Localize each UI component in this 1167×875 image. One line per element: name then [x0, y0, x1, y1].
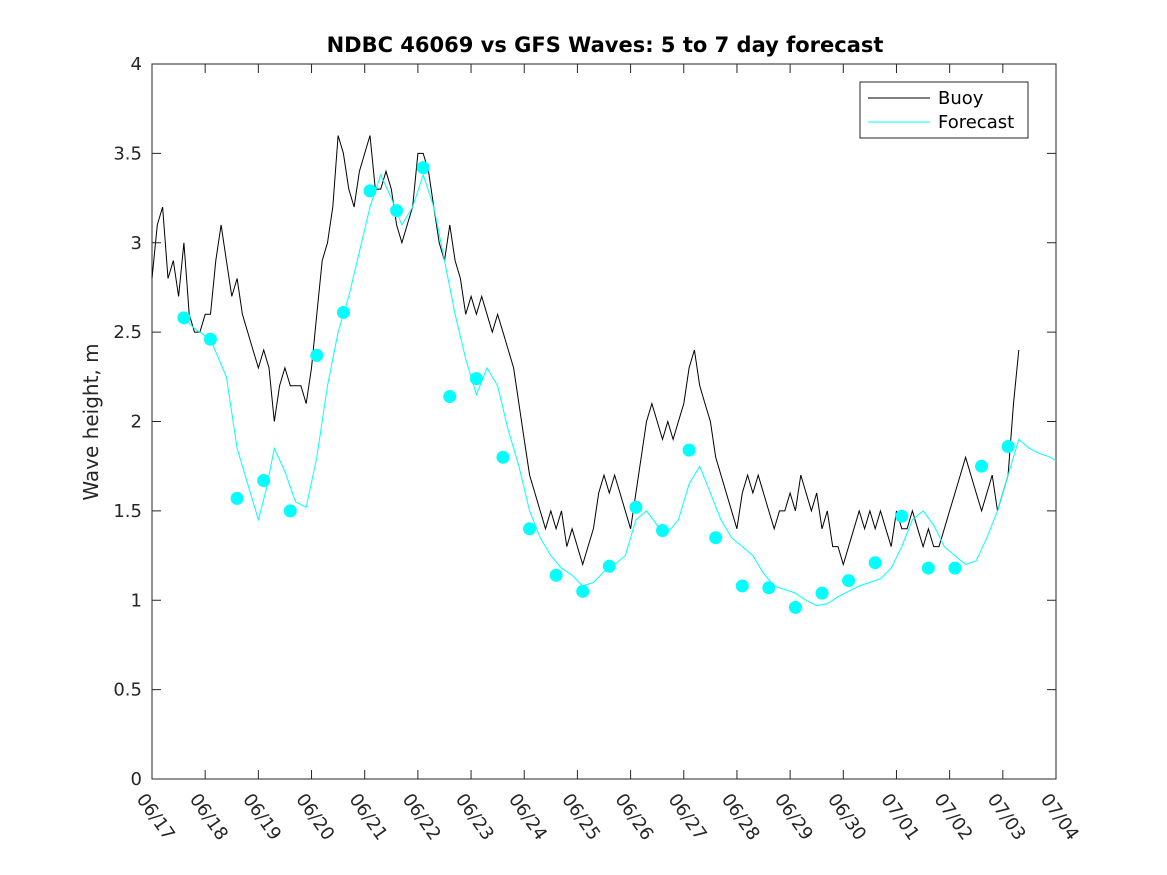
forecast-marker [629, 500, 643, 514]
legend-forecast-label: Forecast [938, 112, 1014, 133]
x-tick-label: 06/29 [770, 790, 817, 845]
forecast-marker [230, 491, 244, 505]
forecast-marker [443, 389, 457, 403]
series-line-forecast [183, 173, 1057, 607]
x-tick-label: 06/18 [185, 790, 232, 845]
forecast-marker [655, 524, 669, 538]
forecast-marker [815, 586, 829, 600]
forecast-marker [363, 184, 377, 198]
y-tick-label: 2 [131, 412, 142, 433]
forecast-marker [709, 531, 723, 545]
x-tick-label: 06/21 [345, 790, 392, 845]
x-tick-label: 06/30 [823, 790, 870, 845]
forecast-marker [283, 504, 297, 518]
series-line-buoy [151, 135, 1020, 567]
y-tick-label: 0.5 [113, 680, 142, 701]
forecast-marker [895, 509, 909, 523]
x-tick-label: 06/19 [238, 790, 285, 845]
x-tick-label: 06/26 [610, 790, 657, 845]
plot-frame [151, 63, 1057, 780]
x-tick-label: 07/03 [983, 790, 1030, 845]
y-tick-label: 4 [131, 54, 142, 75]
y-tick-label: 1 [131, 590, 142, 611]
y-tick-label: 0 [131, 769, 142, 790]
y-tick-label: 3 [131, 233, 142, 254]
chart-title: NDBC 46069 vs GFS Waves: 5 to 7 day fore… [327, 33, 884, 57]
forecast-marker [523, 522, 537, 536]
plot-area [151, 63, 1057, 780]
forecast-marker [549, 568, 563, 582]
x-tick-label: 07/01 [876, 790, 923, 845]
y-axis-label: Wave height, m [79, 343, 103, 500]
forecast-marker [496, 450, 510, 464]
legend-box [859, 81, 1029, 139]
x-tick-label: 06/27 [664, 790, 711, 845]
forecast-marker [842, 574, 856, 588]
forecast-marker [310, 348, 324, 362]
forecast-marker [682, 443, 696, 457]
legend: Buoy Forecast [859, 81, 1029, 139]
forecast-marker [948, 561, 962, 575]
x-tick-label: 07/04 [1036, 790, 1083, 845]
forecast-marker [257, 473, 271, 487]
forecast-marker [602, 559, 616, 573]
x-tick-label: 06/25 [557, 790, 604, 845]
forecast-marker [868, 556, 882, 570]
x-tick-label: 07/02 [930, 790, 977, 845]
forecast-marker [762, 581, 776, 595]
forecast-marker [1001, 440, 1015, 454]
y-tick-label: 3.5 [113, 143, 142, 164]
forecast-marker [576, 584, 590, 598]
y-axis: 0 0.5 1 1.5 2 2.5 3 3.5 4 [113, 54, 1056, 790]
forecast-marker [390, 204, 404, 218]
x-tick-label: 06/23 [451, 790, 498, 845]
forecast-marker [416, 161, 430, 175]
forecast-marker [788, 600, 802, 614]
y-tick-label: 1.5 [113, 501, 142, 522]
forecast-marker [203, 332, 217, 346]
forecast-marker [469, 372, 483, 386]
forecast-marker [735, 579, 749, 593]
forecast-marker [921, 561, 935, 575]
x-tick-label: 06/22 [398, 790, 445, 845]
x-tick-label: 06/20 [291, 790, 338, 845]
x-tick-label: 06/28 [717, 790, 764, 845]
x-tick-label: 06/17 [132, 790, 179, 845]
forecast-marker [975, 459, 989, 473]
legend-buoy-label: Buoy [938, 88, 984, 109]
y-tick-label: 2.5 [113, 322, 142, 343]
forecast-marker [336, 305, 350, 319]
forecast-marker [177, 311, 191, 325]
x-tick-label: 06/24 [504, 790, 551, 845]
